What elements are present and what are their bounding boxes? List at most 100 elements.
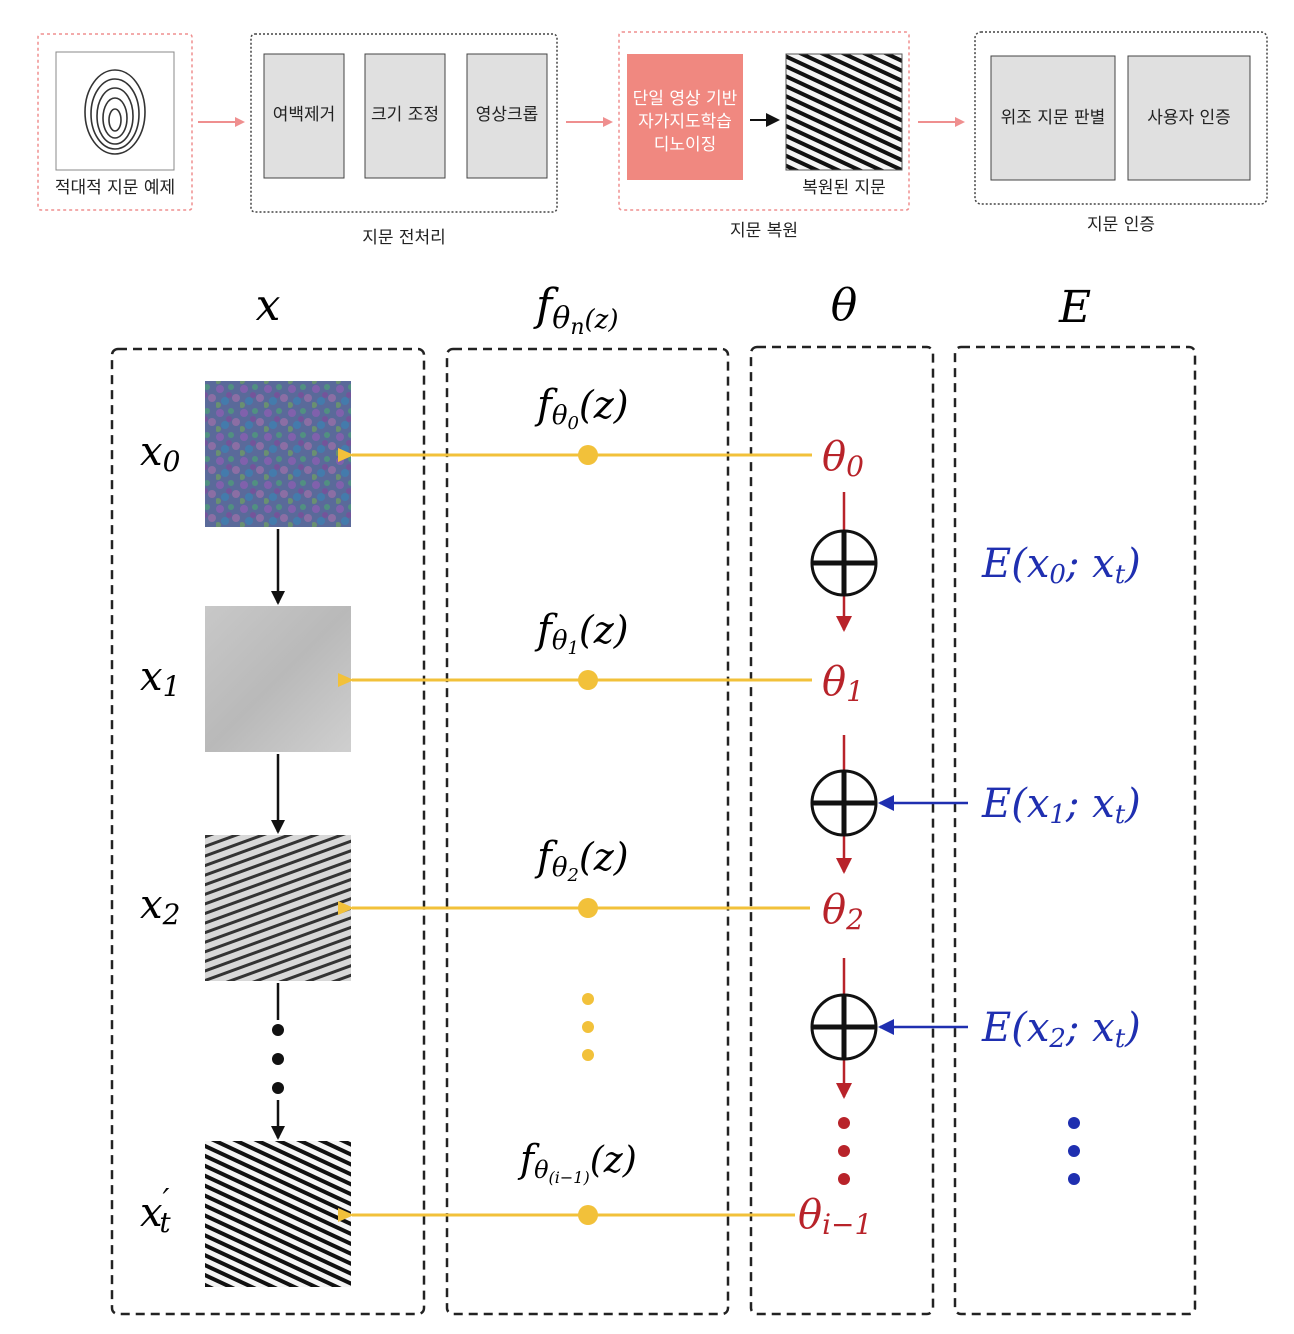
svg-text:x′t: x′ t — [140, 1183, 171, 1239]
f-ellipsis-dot — [582, 1021, 594, 1033]
preprocess-step-box — [364, 53, 446, 179]
restore-border — [618, 31, 910, 211]
E-label-xsub: 1 — [1049, 800, 1066, 830]
header-f: fθn(z) — [533, 280, 619, 340]
x2-partial-image — [205, 835, 351, 981]
x-label-sub: 2 — [162, 898, 181, 931]
x-label-base: x — [140, 1190, 163, 1236]
column-frame-theta — [749, 345, 935, 1316]
auth-step-label: 사용자 인증 — [1147, 108, 1231, 128]
input-fingerprint-group: 적대적 지문 예제 — [37, 33, 193, 211]
E-ellipsis-dot — [1068, 1117, 1080, 1129]
header-E: E — [1058, 282, 1091, 333]
theta-label-1: θ1 — [822, 659, 864, 708]
preprocess-caption: 지문 전처리 — [362, 228, 446, 248]
E-label-xsub: 2 — [1048, 1024, 1066, 1054]
svg-text:fθ0(z): fθ0(z) — [534, 382, 629, 434]
auth-step-box — [1127, 55, 1251, 181]
f-label-sub: θ — [534, 1156, 549, 1184]
x-label-sub: t — [159, 1206, 171, 1239]
input-label: 적대적 지문 예제 — [55, 178, 175, 198]
preprocess-step-label: 크기 조정 — [371, 105, 439, 125]
preprocess-group: 여백제거 크기 조정 영상크롭 지문 전처리 — [250, 33, 558, 248]
x-label-base: x — [140, 882, 163, 928]
f-label-subsub: 0 — [567, 413, 578, 434]
fingerprint-icon — [84, 69, 146, 155]
f-label-arg: (z) — [590, 1140, 637, 1181]
plus-icon — [810, 529, 878, 597]
xt-final-image — [205, 1141, 351, 1287]
restore-method-box — [627, 54, 743, 180]
theta-label-sub: 0 — [846, 450, 864, 483]
E-label-post: ) — [1124, 1005, 1141, 1051]
E-label-0: E(x0; xt) — [981, 541, 1141, 590]
theta-label-2: θ2 — [822, 887, 864, 936]
E-label-1: E(x1; xt) — [981, 781, 1141, 830]
svg-text:E(x1; xt): E(x1; xt) — [981, 781, 1141, 830]
f-label-subsub: 1 — [567, 638, 578, 659]
E-label-x: x — [1027, 781, 1050, 827]
f-ellipsis-dot — [582, 1049, 594, 1061]
E-label-tsub: t — [1115, 560, 1126, 590]
column-frame-x — [110, 347, 426, 1316]
x-label-sub: 1 — [163, 670, 181, 703]
theta-label-3: θi−1 — [798, 1192, 872, 1241]
svg-text:x2: x2 — [140, 882, 180, 931]
f-label-3: fθ(i−1)(z) — [517, 1137, 637, 1187]
preprocess-step-label: 여백제거 — [273, 105, 336, 125]
theta-label-base: θ — [798, 1192, 822, 1238]
E-label-post: ) — [1124, 541, 1141, 587]
theta-ellipsis-dot — [838, 1117, 850, 1129]
f-label-2: fθ2(z) — [534, 834, 629, 886]
f-label-arg: (z) — [579, 608, 629, 652]
theta-label-0: θ0 — [822, 434, 864, 483]
svg-text:fθ2(z): fθ2(z) — [534, 834, 629, 886]
theta-label-base: θ — [822, 887, 846, 933]
theta-ellipsis-dot — [838, 1145, 850, 1157]
svg-text:θ0: θ0 — [822, 434, 864, 483]
x-ellipsis-dot — [272, 1024, 284, 1036]
auth-step-label: 위조 지문 판별 — [1001, 108, 1106, 128]
E-label-t: x — [1092, 781, 1115, 827]
E-label-x: x — [1027, 1005, 1050, 1051]
preprocess-border — [250, 33, 558, 213]
restore-method-line: 자가지도학습 — [638, 112, 732, 132]
svg-text:x0: x0 — [140, 429, 180, 478]
x-label-base: x — [140, 654, 163, 700]
svg-text:x1: x1 — [140, 654, 180, 703]
E-label-post: ) — [1124, 781, 1141, 827]
x0-noise-image — [205, 381, 351, 527]
E-label-mid: ; — [1065, 541, 1092, 587]
E-label-pre: E( — [981, 781, 1028, 827]
x-label-0: x0 — [140, 429, 180, 478]
f-label-sub: θ — [552, 853, 568, 883]
restore-method-line: 단일 영상 기반 — [633, 89, 738, 109]
x-label-2: x2 — [140, 882, 180, 931]
f-label-sub: θ — [552, 401, 568, 431]
E-label-t: x — [1092, 541, 1115, 587]
f-node-1 — [578, 670, 598, 690]
svg-text:E(x0; xt): E(x0; xt) — [981, 541, 1141, 590]
input-group-border — [37, 33, 193, 211]
preprocess-step-label: 영상크롭 — [476, 105, 539, 125]
restore-method-line: 디노이징 — [654, 135, 717, 155]
f-label-0: fθ0(z) — [534, 382, 629, 434]
auth-group: 위조 지문 판별 사용자 인증 지문 인증 — [974, 31, 1268, 235]
E-ellipsis-dot — [1068, 1173, 1080, 1185]
x1-blur-image — [205, 606, 351, 752]
restored-label: 복원된 지문 — [802, 178, 886, 198]
plus-icon — [810, 769, 878, 837]
E-ellipsis-dot — [1068, 1145, 1080, 1157]
auth-border — [974, 31, 1268, 205]
f-label-sub: θ — [552, 626, 568, 656]
E-label-pre: E( — [981, 1005, 1028, 1051]
header-f-arg: (z) — [585, 305, 619, 335]
svg-text:θ2: θ2 — [822, 887, 864, 936]
theta-label-base: θ — [822, 434, 846, 480]
x-ellipsis-dot — [272, 1082, 284, 1094]
column-frame-f — [445, 347, 730, 1316]
column-frame-E — [953, 345, 1197, 1316]
f-node-0 — [578, 445, 598, 465]
header-f-subsub: n — [570, 315, 584, 340]
theta-label-base: θ — [822, 659, 846, 705]
